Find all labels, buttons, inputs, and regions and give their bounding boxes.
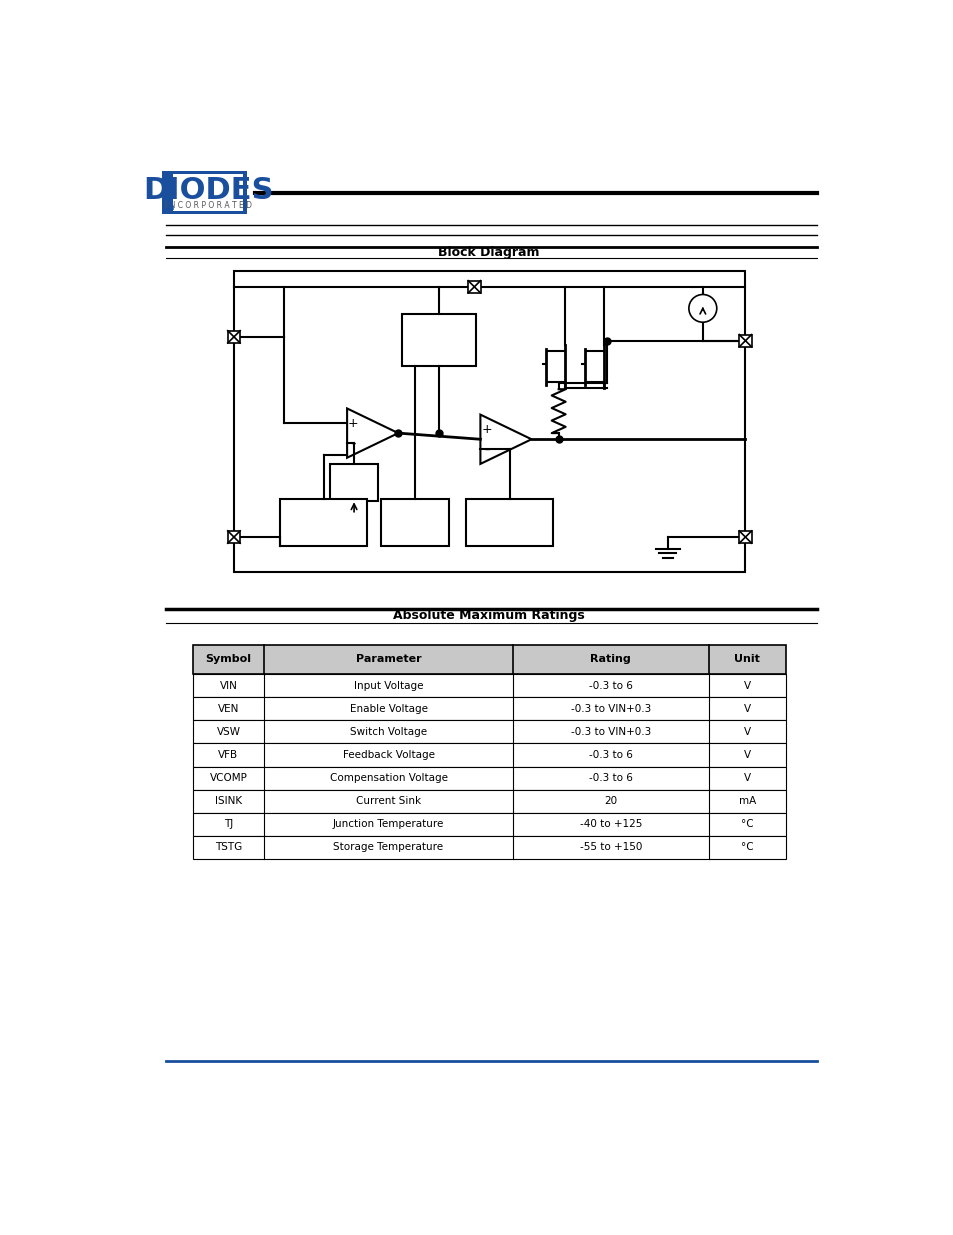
Text: -0.3 to VIN+0.3: -0.3 to VIN+0.3	[570, 727, 650, 737]
Text: Feedback Voltage: Feedback Voltage	[342, 750, 434, 760]
Bar	[193, 645, 785, 674]
Bar	[381, 499, 449, 546]
Bar	[280, 499, 367, 546]
Text: mA: mA	[738, 797, 755, 806]
Bar	[193, 720, 785, 743]
Text: Compensation Voltage: Compensation Voltage	[329, 773, 447, 783]
Bar	[330, 464, 377, 501]
Text: Input Voltage: Input Voltage	[354, 680, 423, 690]
Bar	[193, 836, 785, 858]
Text: Junction Temperature: Junction Temperature	[333, 819, 444, 829]
Text: V: V	[743, 704, 750, 714]
Text: -40 to +125: -40 to +125	[579, 819, 641, 829]
Text: +: +	[348, 416, 358, 430]
Text: Current Sink: Current Sink	[355, 797, 420, 806]
Text: -0.3 to VIN+0.3: -0.3 to VIN+0.3	[570, 704, 650, 714]
Bar	[228, 531, 240, 543]
Text: TJ: TJ	[224, 819, 233, 829]
Text: V: V	[743, 773, 750, 783]
Bar	[233, 272, 744, 572]
Text: -0.3 to 6: -0.3 to 6	[588, 680, 632, 690]
Bar	[193, 789, 785, 813]
Text: TSTG: TSTG	[214, 842, 242, 852]
Text: Block Diagram: Block Diagram	[437, 247, 539, 259]
Text: DIODES: DIODES	[143, 177, 274, 205]
Text: Switch Voltage: Switch Voltage	[350, 727, 427, 737]
Text: VCOMP: VCOMP	[210, 773, 247, 783]
Text: VFB: VFB	[218, 750, 238, 760]
Bar	[173, 174, 243, 211]
Bar	[739, 531, 751, 543]
Text: ISINK: ISINK	[214, 797, 242, 806]
Text: -55 to +150: -55 to +150	[579, 842, 641, 852]
Bar	[228, 331, 240, 343]
Text: VSW: VSW	[216, 727, 240, 737]
Text: Storage Temperature: Storage Temperature	[334, 842, 443, 852]
Bar	[193, 813, 785, 836]
Text: -: -	[350, 436, 355, 451]
Text: Parameter: Parameter	[355, 655, 421, 664]
Circle shape	[688, 294, 716, 322]
Bar	[402, 314, 476, 366]
Text: VIN: VIN	[219, 680, 237, 690]
Bar	[193, 767, 785, 789]
Bar	[739, 335, 751, 347]
Bar	[193, 743, 785, 767]
Text: Absolute Maximum Ratings: Absolute Maximum Ratings	[393, 609, 584, 622]
Text: Enable Voltage: Enable Voltage	[349, 704, 427, 714]
Bar	[468, 280, 480, 293]
Text: Symbol: Symbol	[205, 655, 252, 664]
Bar	[193, 674, 785, 698]
Text: -: -	[483, 442, 489, 457]
Text: +: +	[480, 422, 492, 436]
Text: °C: °C	[740, 819, 753, 829]
Text: Rating: Rating	[590, 655, 631, 664]
Text: V: V	[743, 727, 750, 737]
Text: V: V	[743, 680, 750, 690]
Text: °C: °C	[740, 842, 753, 852]
Text: -0.3 to 6: -0.3 to 6	[588, 773, 632, 783]
Text: VEN: VEN	[217, 704, 239, 714]
Bar	[466, 499, 553, 546]
Text: Unit: Unit	[734, 655, 760, 664]
Text: -0.3 to 6: -0.3 to 6	[588, 750, 632, 760]
Bar	[193, 698, 785, 720]
Text: 20: 20	[603, 797, 617, 806]
Text: V: V	[743, 750, 750, 760]
Text: I N C O R P O R A T E D: I N C O R P O R A T E D	[165, 200, 252, 210]
Bar	[162, 172, 247, 214]
